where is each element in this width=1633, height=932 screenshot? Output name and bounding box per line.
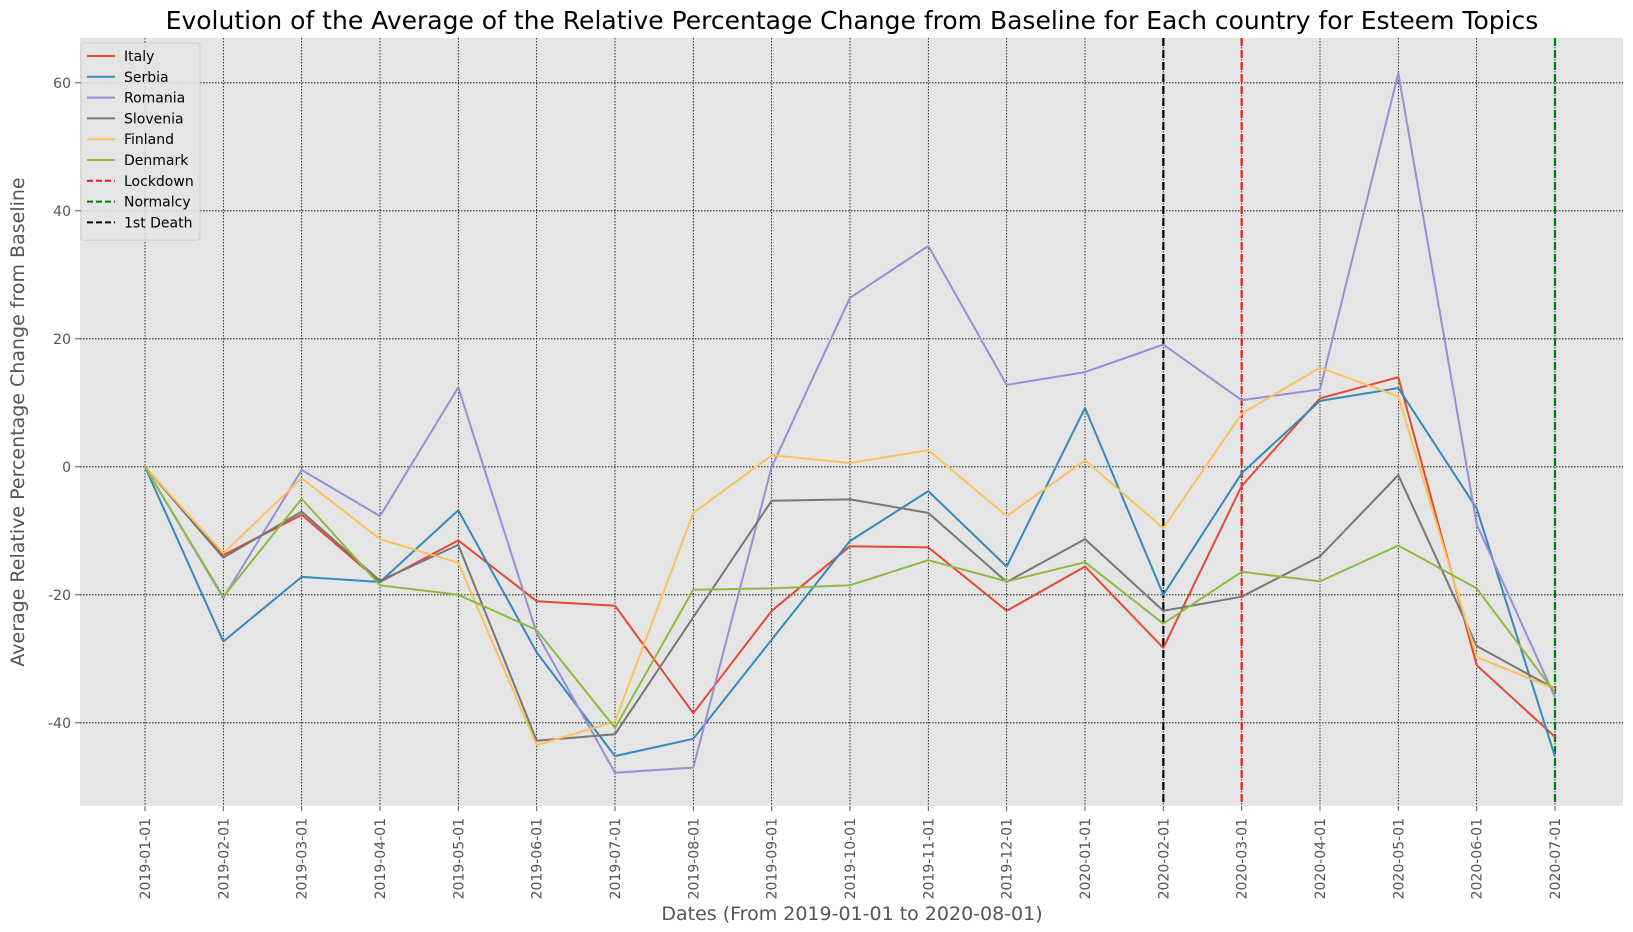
y-tick-label: 20	[53, 332, 71, 348]
x-tick-label: 2019-09-01	[765, 818, 781, 899]
series-lines	[144, 72, 1556, 774]
legend-label: Slovenia	[124, 111, 184, 127]
y-tick-label: 0	[62, 460, 71, 476]
legend: Italy Serbia Romania Slovenia Finland Denmark…	[80, 42, 201, 241]
x-tick-label: 2019-08-01	[686, 818, 702, 899]
x-tick-label: 2020-05-01	[1391, 818, 1407, 899]
series-line-finland	[144, 366, 1556, 747]
y-tick-label: 40	[53, 204, 71, 220]
y-axis-ticks: -40 -20 0 20 40 60	[48, 76, 80, 732]
series-line-serbia	[144, 387, 1556, 758]
x-tick-label: 2019-07-01	[608, 818, 624, 899]
legend-label: Lockdown	[124, 174, 194, 190]
legend-label: 1st Death	[124, 215, 192, 231]
y-tick-label: -40	[48, 716, 71, 732]
x-tick-label: 2020-02-01	[1156, 818, 1172, 899]
legend-label: Serbia	[124, 70, 169, 86]
x-tick-label: 2020-06-01	[1470, 818, 1486, 899]
event-lines	[1162, 38, 1557, 806]
y-tick-label: 60	[53, 76, 71, 92]
x-tick-label: 2019-06-01	[530, 818, 546, 899]
legend-frame	[80, 42, 201, 241]
x-tick-label: 2020-01-01	[1078, 818, 1094, 899]
y-axis-label: Average Relative Percentage Change from …	[7, 177, 29, 666]
x-axis-label: Dates (From 2019-01-01 to 2020-08-01)	[661, 903, 1042, 925]
x-tick-label: 2019-01-01	[138, 818, 154, 899]
x-tick-label: 2019-03-01	[295, 818, 311, 899]
legend-label: Romania	[124, 91, 185, 107]
x-tick-label: 2019-04-01	[373, 818, 389, 899]
chart-title: Evolution of the Average of the Relative…	[166, 6, 1539, 35]
series-line-romania	[144, 72, 1556, 774]
x-tick-label: 2019-12-01	[1000, 818, 1016, 899]
x-tick-label: 2020-03-01	[1235, 818, 1251, 899]
x-axis-ticks: 2019-01-01 2019-02-01 2019-03-01 2019-04-01…	[138, 806, 1564, 899]
legend-label: Italy	[124, 49, 154, 65]
x-tick-label: 2019-10-01	[843, 818, 859, 899]
x-tick-label: 2019-11-01	[921, 818, 937, 899]
plot-area	[80, 38, 1623, 806]
x-tick-label: 2019-02-01	[216, 818, 232, 899]
x-tick-label: 2020-04-01	[1313, 818, 1329, 899]
series-line-denmark	[144, 466, 1556, 729]
legend-label: Finland	[124, 132, 174, 148]
y-tick-label: -20	[48, 588, 71, 604]
legend-label: Normalcy	[124, 195, 191, 211]
legend-label: Denmark	[124, 153, 189, 169]
x-tick-label: 2019-05-01	[451, 818, 467, 899]
series-line-slovenia	[144, 466, 1556, 742]
x-tick-label: 2020-07-01	[1548, 818, 1564, 899]
